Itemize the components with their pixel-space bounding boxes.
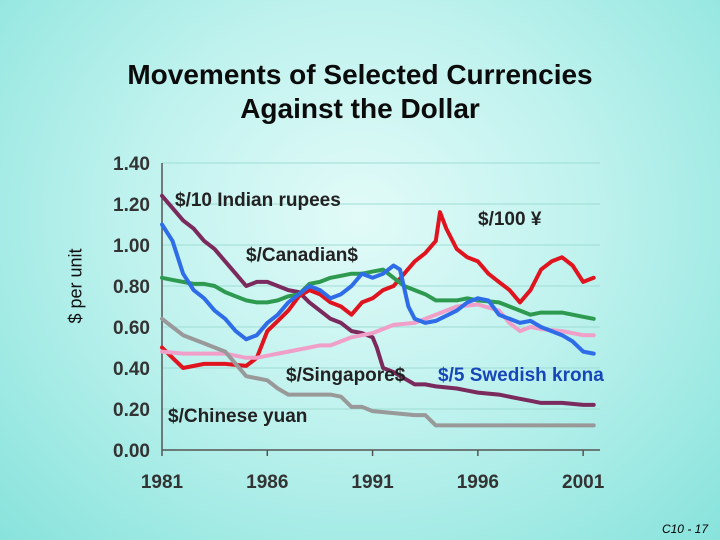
x-tick-label: 1991 xyxy=(351,472,394,493)
x-tick-label: 2001 xyxy=(562,472,605,493)
y-tick-label: 0.00 xyxy=(113,441,150,462)
x-tick-label: 1996 xyxy=(457,472,499,493)
y-tick-label: 0.60 xyxy=(113,318,150,339)
series-line-5-swedish-krona xyxy=(160,222,596,356)
series-line-singapore xyxy=(160,302,596,360)
x-tick-label: 1986 xyxy=(246,472,288,493)
series-label: $/Chinese yuan xyxy=(168,406,307,427)
y-tick-label: 0.80 xyxy=(113,277,150,298)
slide-number: C10 - 17 xyxy=(661,522,708,536)
y-tick-label: 0.20 xyxy=(113,400,150,421)
series-label: $/5 Swedish krona xyxy=(438,365,604,386)
series-label: $/Canadian$ xyxy=(246,245,358,266)
x-tick-label: 1981 xyxy=(141,472,184,493)
series-label: $/100 ¥ xyxy=(478,209,542,230)
series-label: $/10 Indian rupees xyxy=(175,190,341,211)
y-tick-label: 1.00 xyxy=(113,236,150,257)
chart-title: Movements of Selected Currencies Against… xyxy=(60,58,660,126)
chart-title-line-1: Movements of Selected Currencies xyxy=(127,59,593,90)
chart-title-line-2: Against the Dollar xyxy=(240,93,480,124)
series-label: $/Singapore$ xyxy=(286,365,406,386)
y-tick-label: 0.40 xyxy=(113,359,150,380)
y-tick-label: 1.40 xyxy=(113,154,150,175)
y-tick-label: 1.20 xyxy=(113,195,150,216)
series-line-chinese-yuan xyxy=(160,316,596,428)
series-line-10-indian-rupees xyxy=(160,193,596,407)
series-line-canadian xyxy=(160,267,596,321)
